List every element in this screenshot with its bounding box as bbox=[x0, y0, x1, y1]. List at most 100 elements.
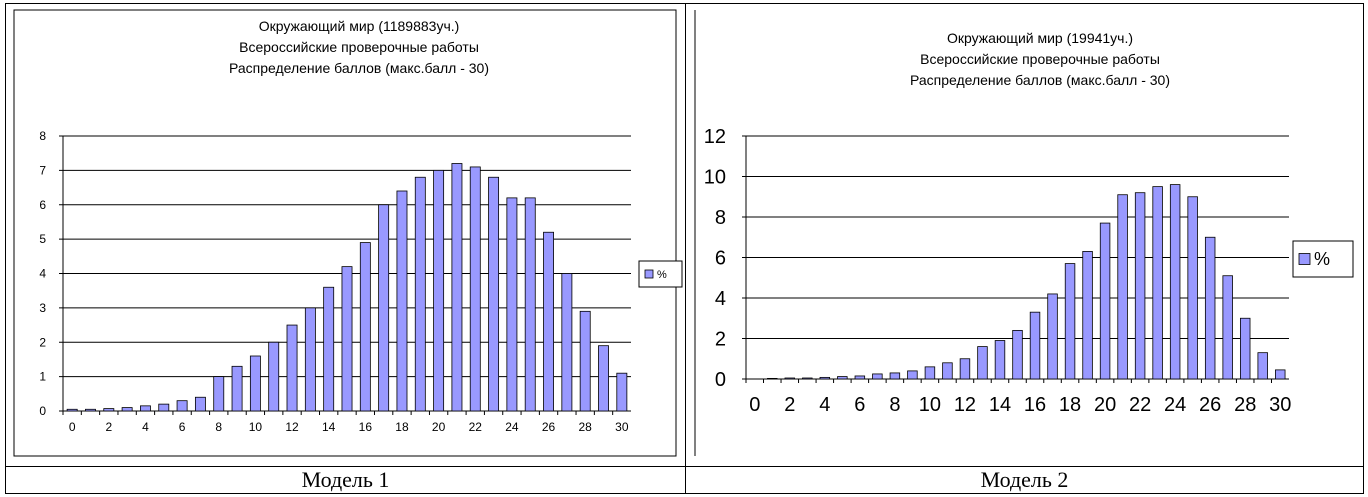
bar bbox=[359, 242, 371, 412]
bar bbox=[286, 324, 298, 412]
bar bbox=[977, 346, 988, 380]
chart-2: Окружающий мир (19941уч.) Всероссийские п… bbox=[694, 10, 1354, 456]
y-tick-label: 8 bbox=[715, 207, 726, 229]
bar bbox=[924, 366, 936, 380]
y-tick-label: 5 bbox=[39, 232, 46, 246]
bar bbox=[1257, 352, 1268, 380]
y-tick-label: 6 bbox=[39, 198, 46, 212]
bar bbox=[103, 408, 115, 412]
bar bbox=[1047, 293, 1058, 380]
x-tick-label: 28 bbox=[1234, 394, 1256, 416]
bar bbox=[616, 372, 628, 412]
x-tick-label: 26 bbox=[542, 420, 556, 434]
chart-cell-1: Окружающий мир (1189883уч.) Всероссийские… bbox=[5, 3, 686, 467]
bar bbox=[819, 376, 831, 380]
bar bbox=[451, 163, 463, 412]
x-tick-label: 26 bbox=[1199, 394, 1221, 416]
bar bbox=[1275, 369, 1286, 380]
bar bbox=[506, 197, 518, 412]
x-tick-label: 22 bbox=[469, 420, 483, 434]
y-tick-label: 2 bbox=[715, 329, 726, 351]
bar bbox=[598, 345, 609, 412]
y-tick-label: 8 bbox=[39, 129, 46, 143]
x-tick-label: 20 bbox=[1094, 394, 1116, 416]
x-tick-label: 16 bbox=[1024, 394, 1046, 416]
x-tick-label: 14 bbox=[322, 420, 336, 434]
bar bbox=[176, 400, 188, 412]
chart-cell-2: Окружающий мир (19941уч.) Всероссийские п… bbox=[685, 3, 1364, 467]
bar bbox=[213, 376, 225, 412]
y-tick-label: 2 bbox=[39, 335, 46, 349]
legend-label: % bbox=[1314, 249, 1330, 269]
bar bbox=[1064, 263, 1076, 380]
bar bbox=[907, 370, 918, 380]
bar bbox=[140, 405, 151, 412]
bar bbox=[1099, 222, 1111, 380]
bar bbox=[433, 169, 445, 412]
x-tick-label: 6 bbox=[179, 420, 186, 434]
chart-title-line: Распределение баллов (макс.балл - 30) bbox=[910, 72, 1170, 88]
chart-title-line: Всероссийские проверочные работы bbox=[239, 39, 479, 55]
x-tick-label: 4 bbox=[142, 420, 149, 434]
bar bbox=[66, 408, 78, 412]
bar bbox=[231, 365, 243, 412]
chart-title-line: Всероссийские проверочные работы bbox=[920, 51, 1160, 67]
x-tick-label: 10 bbox=[919, 394, 941, 416]
caption-model-1: Модель 1 bbox=[5, 466, 686, 494]
y-tick-label: 4 bbox=[715, 288, 726, 310]
x-tick-label: 30 bbox=[615, 420, 629, 434]
x-tick-label: 0 bbox=[749, 394, 760, 416]
bar bbox=[304, 307, 316, 412]
caption-model-2: Модель 2 bbox=[685, 466, 1364, 494]
x-tick-label: 10 bbox=[249, 420, 263, 434]
bar bbox=[158, 403, 170, 412]
x-tick-label: 2 bbox=[784, 394, 795, 416]
bar bbox=[268, 341, 280, 412]
legend-swatch bbox=[644, 269, 654, 279]
x-tick-label: 0 bbox=[69, 420, 76, 434]
bar bbox=[1012, 329, 1023, 380]
y-tick-label: 0 bbox=[39, 404, 46, 418]
y-tick-label: 10 bbox=[704, 167, 726, 189]
y-tick-label: 4 bbox=[39, 267, 46, 281]
bar bbox=[1152, 186, 1163, 380]
x-tick-label: 16 bbox=[359, 420, 373, 434]
bar bbox=[959, 358, 971, 380]
bar bbox=[561, 273, 573, 412]
y-tick-label: 7 bbox=[39, 163, 46, 177]
chart-1: Окружающий мир (1189883уч.) Всероссийские… bbox=[13, 9, 683, 457]
bar bbox=[524, 197, 536, 412]
x-tick-label: 14 bbox=[989, 394, 1011, 416]
bar bbox=[1082, 251, 1093, 380]
bar bbox=[194, 396, 206, 412]
x-tick-label: 18 bbox=[395, 420, 409, 434]
bar bbox=[1029, 311, 1041, 380]
x-tick-label: 8 bbox=[215, 420, 222, 434]
bar bbox=[942, 362, 953, 380]
bar bbox=[414, 176, 426, 412]
bar bbox=[579, 310, 591, 412]
x-tick-label: 30 bbox=[1269, 394, 1291, 416]
x-tick-label: 18 bbox=[1059, 394, 1081, 416]
chart-title-line: Распределение баллов (макс.балл - 30) bbox=[229, 60, 489, 76]
bar bbox=[767, 377, 778, 380]
x-tick-label: 12 bbox=[954, 394, 976, 416]
bar bbox=[802, 377, 813, 380]
bar bbox=[1117, 194, 1128, 380]
bar bbox=[323, 286, 335, 412]
bar bbox=[1187, 196, 1198, 380]
bar bbox=[341, 266, 353, 412]
x-tick-label: 6 bbox=[854, 394, 865, 416]
y-tick-label: 3 bbox=[39, 301, 46, 315]
x-tick-label: 24 bbox=[505, 420, 519, 434]
bar bbox=[1134, 192, 1146, 380]
chart-title-line: Окружающий мир (1189883уч.) bbox=[259, 18, 460, 34]
x-tick-label: 22 bbox=[1129, 394, 1151, 416]
bar bbox=[1222, 275, 1233, 380]
bar bbox=[396, 190, 408, 412]
bar bbox=[1239, 317, 1251, 380]
x-tick-label: 8 bbox=[889, 394, 900, 416]
x-tick-label: 24 bbox=[1164, 394, 1186, 416]
layout-table: Окружающий мир (1189883уч.) Всероссийские… bbox=[5, 3, 1364, 494]
bar bbox=[784, 377, 796, 380]
